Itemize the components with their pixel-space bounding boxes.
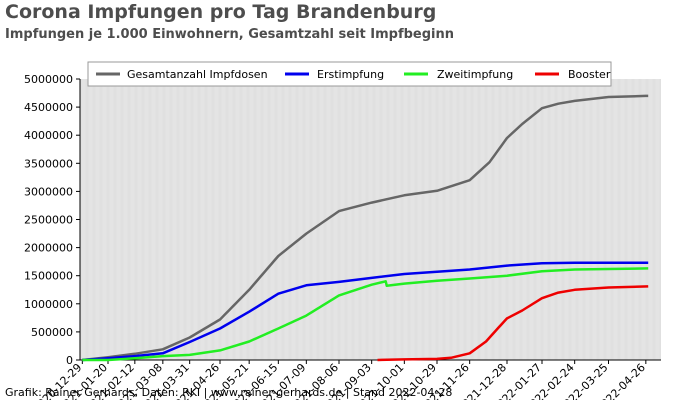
chart-subtitle: Impfungen je 1.000 Einwohnern, Gesamtzah…: [5, 27, 455, 42]
legend: Gesamtanzahl Impfdosen Erstimpfung Zweitim…: [87, 61, 612, 87]
y-tick-label: 5000000: [24, 73, 73, 86]
y-tick-label: 4000000: [24, 129, 73, 142]
series-line-4: [377, 285, 649, 362]
y-tick-label: 2500000: [24, 214, 73, 227]
series-line-2: [82, 261, 649, 362]
y-tick-label: 1500000: [24, 270, 73, 283]
legend-label-3: Zweitimpfung: [437, 68, 513, 81]
legend-box: [87, 61, 612, 87]
legend-label-1: Gesamtanzahl Impfdosen: [127, 68, 268, 81]
chart-credit: Grafik: Rainer Gerhards, Daten: RKI | ww…: [5, 386, 453, 399]
y-tick-label: 3500000: [24, 157, 73, 170]
y-axis-ticks: 0 500000 1000000 1500000 2000000 2500000 30000…: [24, 73, 80, 367]
y-tick-label: 4500000: [24, 101, 73, 114]
y-tick-label: 500000: [31, 326, 73, 339]
series-line-1: [82, 94, 649, 362]
y-tick-label: 0: [66, 354, 73, 367]
y-tick-label: 2000000: [24, 242, 73, 255]
series-lines: [82, 94, 649, 362]
series-line-3: [82, 267, 649, 362]
y-tick-label: 3000000: [24, 185, 73, 198]
y-tick-label: 1000000: [24, 298, 73, 311]
legend-label-4: Booster: [568, 68, 611, 81]
legend-label-2: Erstimpfung: [317, 68, 384, 81]
chart-title: Corona Impfungen pro Tag Brandenburg: [5, 1, 437, 23]
